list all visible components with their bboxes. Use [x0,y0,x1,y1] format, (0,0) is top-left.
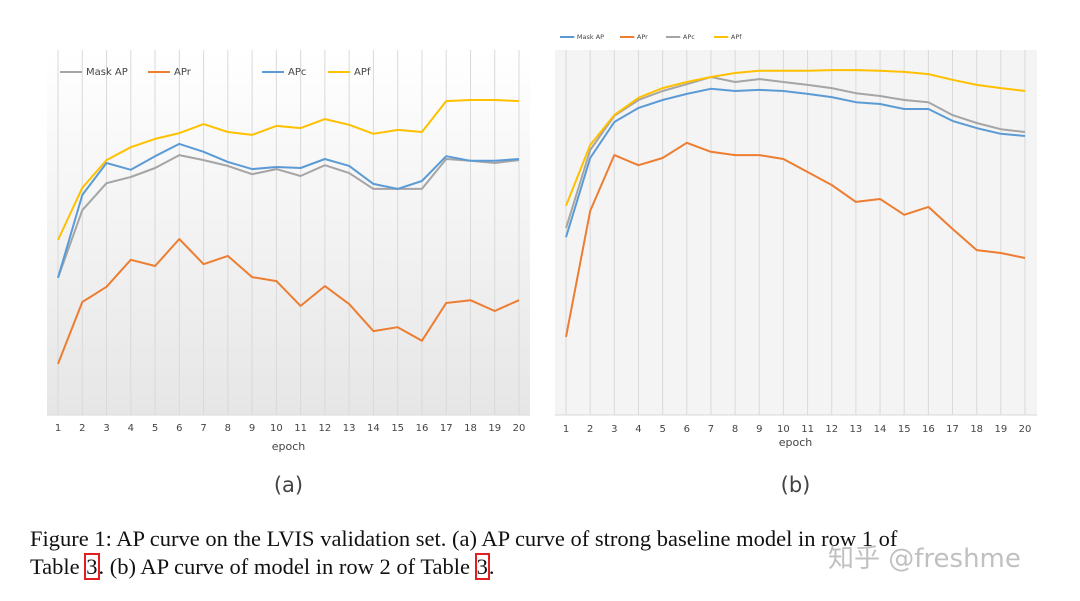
x-tick-label: 18 [970,424,983,435]
x-tick-label: 12 [319,423,332,434]
x-tick-label: 4 [128,423,134,434]
x-tick-label: 3 [103,423,109,434]
x-tick-label: 17 [946,424,959,435]
x-tick-label: 5 [152,423,158,434]
series-line [565,69,1026,207]
x-tick-label: 8 [732,424,738,435]
series-line [565,76,1026,229]
x-tick-label: 8 [225,423,231,434]
x-tick-label: 20 [1019,424,1032,435]
x-tick-label: 10 [270,423,283,434]
x-tick-label: 6 [684,424,690,435]
x-tick-label: 11 [294,423,307,434]
x-tick-label: 17 [440,423,453,434]
x-axis-label: epoch [272,440,306,453]
caption-line: Table 3. (b) AP curve of model in row 2 … [30,553,495,580]
series-line [57,99,520,241]
plot-area [47,50,530,415]
legend-label: Mask AP [86,67,128,78]
x-tick-label: 7 [708,424,714,435]
x-tick-label: 2 [79,423,85,434]
x-tick-label: 14 [874,424,887,435]
x-tick-label: 6 [176,423,182,434]
x-tick-label: 11 [801,424,814,435]
caption-text: . (b) AP curve of model in row 2 of Tabl… [98,554,476,579]
x-tick-label: 20 [513,423,526,434]
x-tick-label: 16 [416,423,429,434]
x-tick-label: 7 [200,423,206,434]
series-line [57,154,520,279]
x-tick-label: 16 [922,424,935,435]
x-tick-label: 4 [635,424,641,435]
x-tick-label: 12 [825,424,838,435]
watermark: 知乎 @freshme [828,544,1021,574]
x-tick-label: 10 [777,424,790,435]
caption-text: Figure 1: AP curve on the LVIS validatio… [30,526,898,551]
sublabel: (a) [274,473,303,497]
sublabel: (b) [781,473,811,497]
caption-text: . [488,554,495,579]
x-tick-label: 19 [488,423,501,434]
x-tick-label: 1 [55,423,61,434]
caption-line: Figure 1: AP curve on the LVIS validatio… [30,526,897,552]
legend-label: APr [174,67,192,78]
legend-label: APc [288,67,306,78]
figure: 1 2 3 4 5 6 7 8 9 10 11 12 13 14 15 16 17 18 19 20epoch(a)M… [47,33,1037,497]
legend-label: APc [683,33,695,41]
legend-label: APf [354,67,371,78]
x-tick-label: 15 [391,423,404,434]
x-tick-label: 18 [464,423,477,434]
table-ref[interactable]: 3 [84,553,100,580]
x-tick-label: 19 [994,424,1007,435]
x-tick-label: 9 [756,424,762,435]
legend-label: Mask AP [577,33,604,41]
x-tick-label: 5 [659,424,665,435]
x-tick-label: 13 [850,424,863,435]
x-tick-label: 13 [343,423,356,434]
x-tick-label: 2 [587,424,593,435]
x-tick-label: 1 [563,424,569,435]
series-line [565,141,1026,338]
series-line [57,238,520,365]
x-tick-label: 15 [898,424,911,435]
series-line [57,142,520,279]
x-tick-label: 3 [611,424,617,435]
series-line [565,87,1026,238]
x-axis-label: epoch [779,436,813,449]
caption-text: Table [30,554,86,579]
legend-label: APr [637,33,648,41]
x-tick-label: 14 [367,423,380,434]
legend-label: APf [731,33,742,41]
x-tick-label: 9 [249,423,255,434]
table-ref[interactable]: 3 [474,553,490,580]
